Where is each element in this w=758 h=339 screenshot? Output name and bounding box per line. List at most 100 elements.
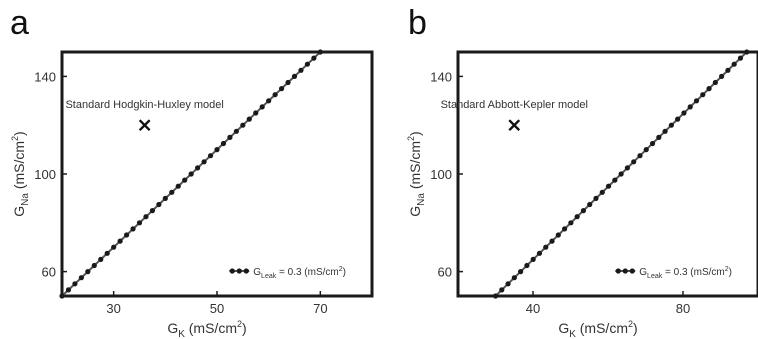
legend-dot-a	[236, 268, 242, 274]
legend-dot-b	[622, 268, 628, 274]
y-tick-label-a: 60	[42, 265, 56, 280]
series-point-b	[681, 110, 687, 116]
series-point-a	[182, 177, 188, 183]
series-point-b	[719, 73, 725, 79]
series-point-b	[555, 232, 561, 238]
plot-frame-a	[60, 50, 374, 298]
series-point-a	[195, 165, 201, 171]
series-point-b	[518, 269, 524, 275]
y-tick-label-b: 100	[430, 167, 452, 182]
series-point-b	[580, 208, 587, 214]
series-point-a	[240, 122, 246, 128]
series-point-a	[272, 92, 278, 98]
plot-frame-b	[456, 50, 758, 298]
y-tick-label-a: 140	[34, 69, 56, 84]
x-tick-label-b: 80	[676, 301, 690, 316]
series-point-b	[712, 79, 718, 86]
series-point-b	[618, 171, 624, 177]
series-point-a	[201, 159, 207, 165]
series-point-a	[130, 226, 136, 232]
y-tick-label-b: 140	[430, 69, 452, 84]
y-axis-label-b: GNa (mS/cm2)	[406, 131, 427, 216]
panel-letter-b: b	[408, 4, 427, 42]
x-axis-label-a: GK (mS/cm2)	[167, 319, 246, 339]
series-point-a	[233, 128, 239, 134]
x-tick-label-b: 40	[526, 301, 540, 316]
series-point-b	[593, 195, 599, 201]
series-point-b	[524, 262, 530, 269]
model-annotation-a: Standard Hodgkin-Huxley model	[65, 99, 223, 111]
series-point-a	[266, 98, 272, 104]
series-point-a	[169, 189, 175, 195]
x-axis-label-b: GK (mS/cm2)	[558, 319, 637, 339]
panel-letter-a: a	[10, 4, 29, 42]
series-point-b	[587, 201, 593, 208]
y-axis-label-a: GNa (mS/cm2)	[10, 131, 31, 216]
model-marker-a	[138, 119, 151, 132]
series-point-b	[656, 134, 662, 140]
series-point-b	[706, 86, 712, 92]
series-point-a	[117, 238, 123, 244]
series-point-a	[91, 262, 97, 269]
series-point-a	[72, 281, 78, 287]
legend-dot-b	[615, 268, 621, 274]
series-point-a	[98, 256, 104, 262]
legend-label-b: GLeak = 0.3 (mS/cm2)	[639, 266, 732, 280]
series-point-b	[574, 214, 580, 220]
series-point-a	[143, 214, 149, 220]
series-point-a	[104, 250, 110, 256]
series-point-b	[492, 293, 499, 299]
series-point-b	[599, 189, 605, 195]
series-point-a	[175, 183, 181, 189]
series-point-a	[78, 275, 84, 281]
series-point-b	[700, 92, 706, 98]
series-point-b	[668, 122, 674, 128]
series-point-b	[737, 55, 744, 61]
series-point-b	[543, 244, 549, 250]
series-point-b	[675, 116, 681, 122]
series-point-a	[253, 110, 259, 116]
series-point-b	[568, 220, 574, 226]
series-point-b	[744, 49, 750, 55]
y-tick-label-a: 100	[34, 167, 56, 182]
series-point-b	[549, 238, 555, 244]
series-point-a	[291, 73, 298, 79]
series-point-a	[285, 79, 291, 86]
series-point-a	[278, 86, 285, 92]
series-point-b	[725, 67, 731, 73]
series-point-a	[59, 293, 65, 299]
series-point-a	[156, 201, 162, 208]
series-point-a	[65, 287, 72, 293]
series-point-b	[637, 153, 643, 159]
series-point-a	[111, 244, 117, 250]
series-point-a	[259, 104, 265, 110]
series-point-b	[631, 159, 637, 165]
y-tick-label-b: 60	[438, 265, 452, 280]
series-point-b	[499, 287, 505, 293]
legend-label-a: GLeak = 0.3 (mS/cm2)	[253, 266, 346, 280]
series-point-b	[643, 147, 649, 153]
series-point-b	[530, 256, 536, 262]
series-point-a	[207, 153, 214, 159]
x-tick-label-a: 50	[210, 301, 224, 316]
series-point-b	[731, 61, 737, 67]
series-point-a	[188, 171, 194, 177]
series-point-a	[162, 195, 168, 201]
x-tick-label-a: 30	[106, 301, 120, 316]
series-point-a	[136, 220, 143, 226]
series-point-a	[317, 49, 323, 55]
series-point-b	[536, 250, 543, 256]
series-point-a	[214, 147, 220, 153]
series-point-a	[149, 208, 156, 214]
model-annotation-b: Standard Abbott-Kepler model	[441, 99, 588, 111]
series-point-a	[227, 134, 233, 140]
legend-dot-a	[229, 268, 235, 274]
series-point-a	[304, 61, 311, 67]
series-point-b	[624, 165, 631, 171]
series-point-b	[662, 128, 668, 134]
series-point-b	[693, 98, 700, 104]
series-point-b	[505, 281, 511, 287]
series-point-b	[687, 104, 693, 110]
series-point-a	[246, 116, 252, 122]
